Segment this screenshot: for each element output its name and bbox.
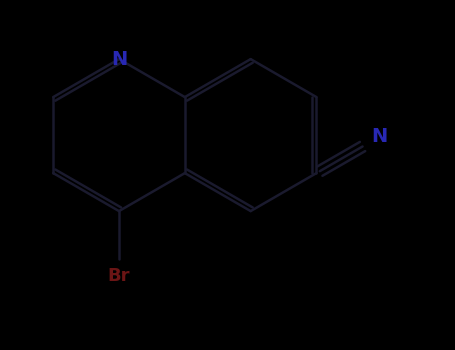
Text: N: N <box>371 127 387 147</box>
Text: N: N <box>111 50 127 69</box>
Text: Br: Br <box>108 267 130 285</box>
